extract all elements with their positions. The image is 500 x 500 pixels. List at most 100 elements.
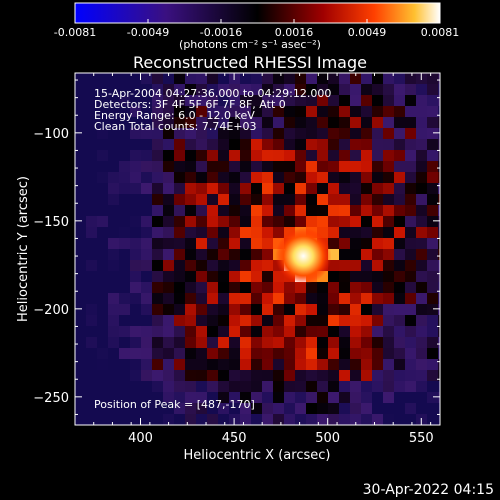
heatmap-cell <box>185 315 197 327</box>
heatmap-cell <box>295 304 307 316</box>
heatmap-cell <box>130 359 142 371</box>
heatmap-cell <box>416 249 428 261</box>
heatmap-cell <box>273 95 285 107</box>
heatmap-cell <box>394 359 406 371</box>
heatmap-cell <box>317 183 329 195</box>
heatmap-cell <box>328 205 340 217</box>
heatmap-cell <box>251 95 263 107</box>
heatmap-cell <box>229 117 241 129</box>
heatmap-cell <box>438 315 440 327</box>
heatmap-cell <box>163 205 175 217</box>
heatmap-cell <box>251 106 263 118</box>
heatmap-cell <box>372 381 384 393</box>
heatmap-cell <box>119 216 131 228</box>
heatmap-cell <box>405 293 417 305</box>
heatmap-cell <box>361 414 373 425</box>
heatmap-cell <box>108 370 120 382</box>
heatmap-cell <box>218 172 230 184</box>
heatmap-cell <box>174 161 186 173</box>
heatmap-cell <box>240 392 252 404</box>
heatmap-cell <box>97 359 109 371</box>
heatmap-cell <box>262 139 274 151</box>
heatmap-cell <box>218 326 230 338</box>
heatmap-cell <box>207 216 219 228</box>
heatmap-cell <box>339 172 351 184</box>
heatmap-cell <box>383 260 395 272</box>
heatmap-cell <box>207 260 219 272</box>
heatmap-cell <box>130 315 142 327</box>
heatmap-cell <box>97 139 109 151</box>
heatmap-cell <box>427 359 439 371</box>
heatmap-cell <box>174 205 186 217</box>
heatmap-cell <box>438 216 440 228</box>
heatmap-cell <box>240 106 252 118</box>
heatmap-cell <box>317 304 329 316</box>
heatmap-cell <box>163 326 175 338</box>
heatmap-cell <box>240 403 252 415</box>
heatmap-cell <box>295 370 307 382</box>
heatmap-cell <box>339 337 351 349</box>
heatmap-cell <box>119 249 131 261</box>
heatmap-cell <box>174 293 186 305</box>
heatmap-cell <box>350 106 362 118</box>
heatmap-cell <box>152 249 164 261</box>
heatmap-cell <box>141 139 153 151</box>
heatmap-cell <box>174 271 186 283</box>
heatmap-cell <box>163 359 175 371</box>
heatmap-cell <box>152 392 164 404</box>
heatmap-cell <box>152 117 164 129</box>
heatmap-cell <box>339 150 351 162</box>
heatmap-cell <box>427 293 439 305</box>
heatmap-cell <box>75 414 87 425</box>
heatmap-cell <box>141 293 153 305</box>
heatmap-cell <box>438 205 440 217</box>
heatmap-cell <box>251 359 263 371</box>
heatmap-cell <box>339 260 351 272</box>
heatmap-cell <box>339 139 351 151</box>
heatmap-cell <box>108 326 120 338</box>
heatmap-cell <box>108 84 120 96</box>
heatmap-cell <box>185 216 197 228</box>
heatmap-cell <box>130 227 142 239</box>
heatmap-cell <box>86 392 98 404</box>
heatmap-cell <box>119 73 131 85</box>
heatmap-cell <box>196 73 208 85</box>
heatmap-cell <box>240 326 252 338</box>
heatmap-cell <box>273 150 285 162</box>
heatmap-cell <box>361 139 373 151</box>
heatmap-cell <box>427 194 439 206</box>
heatmap-cell <box>438 293 440 305</box>
heatmap-cell <box>163 249 175 261</box>
heatmap-cell <box>416 370 428 382</box>
heatmap-cell <box>350 73 362 85</box>
heatmap-cell <box>383 315 395 327</box>
heatmap-cell <box>163 370 175 382</box>
heatmap-cell <box>251 326 263 338</box>
heatmap-cell <box>119 293 131 305</box>
heatmap-cell <box>240 227 252 239</box>
heatmap-cell <box>196 117 208 129</box>
heatmap-cell <box>130 73 142 85</box>
heatmap-cell <box>394 95 406 107</box>
heatmap-cell <box>284 381 296 393</box>
heatmap-cell <box>416 139 428 151</box>
heatmap-cell <box>383 84 395 96</box>
heatmap-cell <box>218 304 230 316</box>
heatmap-cell <box>394 84 406 96</box>
heatmap-cell <box>405 260 417 272</box>
heatmap-cell <box>284 106 296 118</box>
heatmap-cell <box>152 414 164 425</box>
heatmap-cell <box>108 249 120 261</box>
heatmap-cell <box>438 260 440 272</box>
heatmap-cell <box>262 282 274 294</box>
heatmap-cell <box>416 84 428 96</box>
heatmap-cell <box>86 238 98 250</box>
heatmap-cell <box>130 326 142 338</box>
heatmap-cell <box>394 414 406 425</box>
heatmap-cell <box>317 337 329 349</box>
heatmap-cell <box>273 381 285 393</box>
heatmap-cell <box>174 117 186 129</box>
heatmap-cell <box>86 84 98 96</box>
heatmap-cell <box>361 282 373 294</box>
heatmap-cell <box>416 172 428 184</box>
